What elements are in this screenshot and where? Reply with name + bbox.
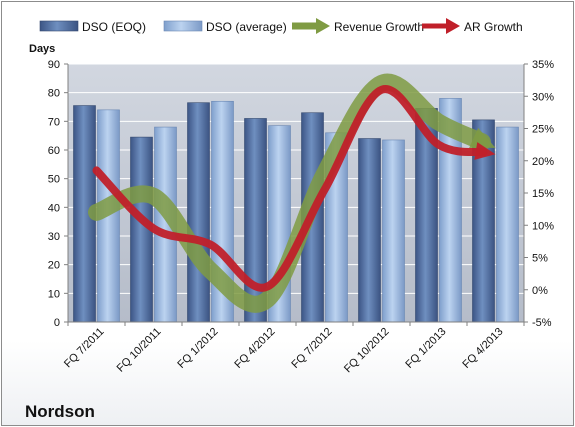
legend-label: DSO (EOQ) xyxy=(82,20,146,34)
right-tick-label: -5% xyxy=(532,317,552,329)
legend-swatch-dso-eoq xyxy=(39,20,79,32)
left-tick-label: 70 xyxy=(48,116,60,128)
bar-dso-average xyxy=(382,139,405,323)
left-tick-label: 90 xyxy=(48,59,60,71)
ar-growth-arrowhead xyxy=(474,142,496,160)
right-tick-label: 5% xyxy=(532,253,548,265)
legend-label: AR Growth xyxy=(464,20,523,34)
bar-dso-average xyxy=(496,126,519,323)
x-tick-label: FQ 1/2013 xyxy=(403,326,448,371)
revenue-growth-arrowhead xyxy=(469,127,496,148)
right-tick-label: 15% xyxy=(532,188,554,200)
x-tick-label: FQ 10/2012 xyxy=(342,326,392,376)
legend-arrow-icon xyxy=(316,18,330,34)
ar-growth-line xyxy=(92,85,488,292)
left-tick-label: 80 xyxy=(48,88,60,100)
right-tick-label: 30% xyxy=(532,91,554,103)
left-axis-title: Days xyxy=(29,43,55,55)
left-tick-label: 20 xyxy=(48,260,60,272)
right-tick-label: 0% xyxy=(532,285,548,297)
right-tick-label: 10% xyxy=(532,220,554,232)
left-tick-label: 50 xyxy=(48,174,60,186)
x-tick-label: FQ 4/2013 xyxy=(460,326,505,371)
x-tick-label: FQ 7/2012 xyxy=(289,326,334,371)
left-tick-label: 40 xyxy=(48,202,60,214)
x-tick-label: FQ 1/2012 xyxy=(175,326,220,371)
left-tick-label: 60 xyxy=(48,145,60,157)
legend-label: Revenue Growth xyxy=(334,20,424,34)
right-tick-label: 20% xyxy=(532,156,554,168)
left-tick-label: 30 xyxy=(48,231,60,243)
legend-label: DSO (average) xyxy=(206,20,287,34)
bar-dso-eoq xyxy=(358,138,381,323)
right-tick-label: 25% xyxy=(532,124,554,136)
left-tick-label: 0 xyxy=(54,317,60,329)
left-tick-label: 10 xyxy=(48,288,60,300)
right-tick-label: 35% xyxy=(532,59,554,71)
legend-swatch-dso-average xyxy=(163,20,203,32)
x-tick-label: FQ 4/2012 xyxy=(232,326,277,371)
company-name: Nordson xyxy=(25,402,95,421)
x-tick-label: FQ 7/2011 xyxy=(62,326,107,371)
legend-arrow-icon xyxy=(446,18,460,34)
bar-dso-eoq xyxy=(187,102,210,323)
x-tick-label: FQ 10/2011 xyxy=(115,326,164,375)
legend: DSO (EOQ) DSO (average) Revenue Growth AR G… xyxy=(39,18,523,34)
